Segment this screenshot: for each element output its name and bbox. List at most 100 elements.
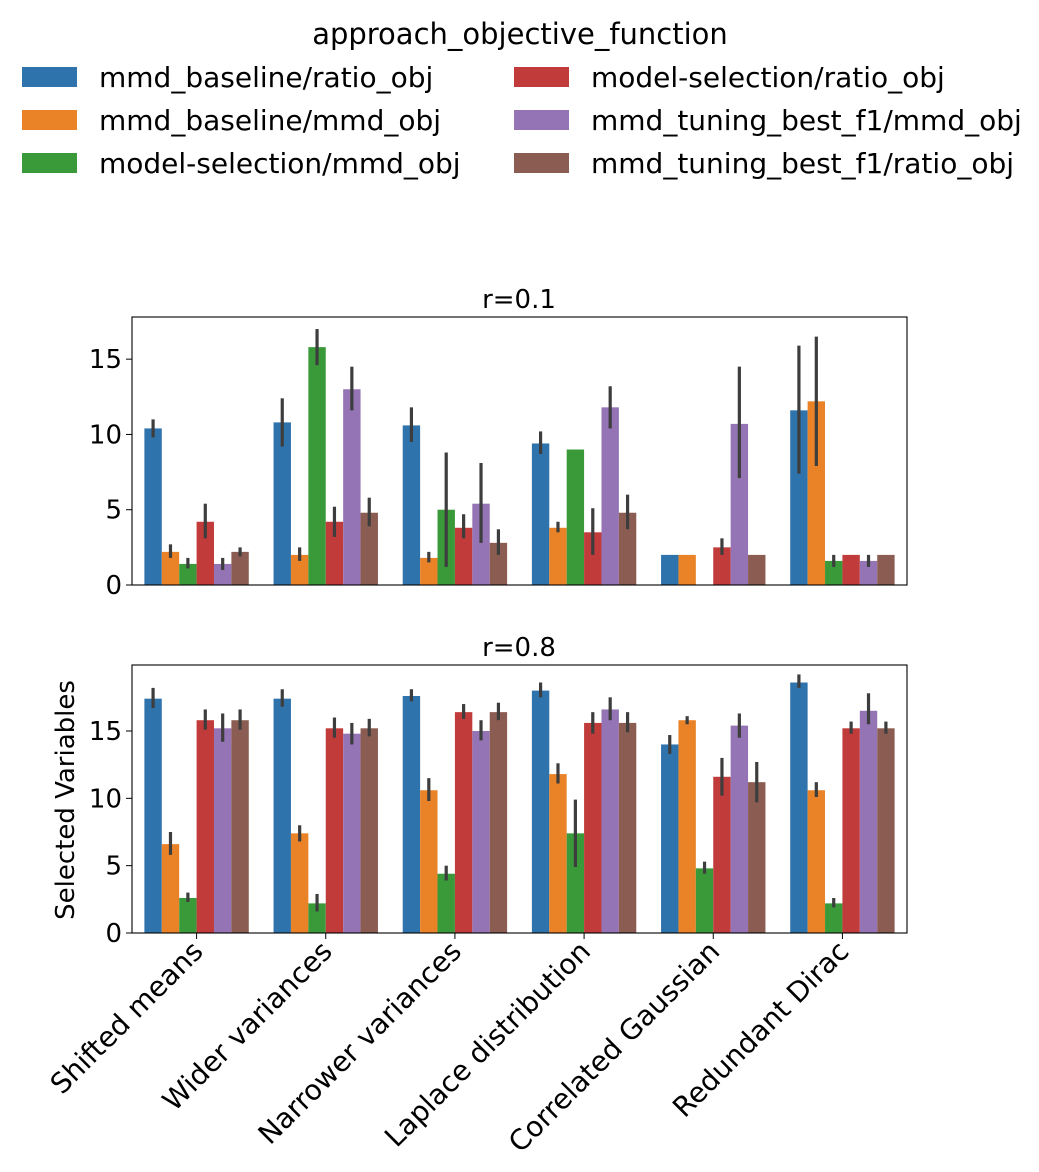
legend-swatch: [514, 153, 569, 173]
bar: [472, 730, 490, 933]
bar: [144, 428, 162, 585]
bar: [601, 709, 619, 933]
legend-entry: model-selection/mmd_obj: [22, 147, 461, 180]
bar: [489, 542, 508, 585]
legend-entry: mmd_tuning_best_f1/mmd_obj: [514, 104, 1022, 137]
bar: [213, 563, 232, 585]
bar: [325, 728, 344, 933]
bar: [179, 897, 197, 933]
panel-title: r=0.8: [482, 633, 556, 663]
legend-entry: model-selection/ratio_obj: [514, 61, 945, 94]
bar: [790, 682, 808, 933]
legend: approach_objective_function mmd_baseline…: [22, 17, 1022, 180]
plot-frame: [131, 664, 908, 934]
y-tick-label: 15: [89, 345, 122, 375]
bar: [601, 407, 619, 585]
legend-label: model-selection/ratio_obj: [591, 61, 945, 94]
y-tick-label: 0: [105, 919, 122, 949]
plot-frame: [131, 316, 908, 586]
bar: [584, 722, 602, 933]
bar: [584, 532, 602, 585]
bar: [472, 503, 490, 585]
bar: [661, 744, 679, 933]
bar: [308, 347, 326, 585]
bar: [273, 422, 291, 585]
legend-label: mmd_baseline/ratio_obj: [99, 61, 433, 94]
legend-label: mmd_tuning_best_f1/mmd_obj: [591, 104, 1022, 137]
legend-title: approach_objective_function: [312, 17, 728, 51]
bar: [713, 547, 731, 585]
bar: [360, 728, 378, 933]
bar: [566, 449, 585, 585]
bar: [196, 720, 214, 933]
bar: [231, 551, 249, 585]
bar: [807, 790, 826, 933]
bar: [196, 521, 214, 585]
bar: [420, 557, 438, 585]
bar: [454, 712, 473, 933]
bar: [402, 425, 421, 585]
bar: [730, 725, 749, 933]
bar: [231, 720, 249, 933]
bar: [360, 512, 378, 585]
y-tick-label: 15: [89, 717, 122, 747]
bar: [402, 695, 421, 933]
bar: [730, 423, 749, 585]
bar: [678, 720, 696, 933]
bar: [842, 728, 860, 933]
legend-entry: mmd_baseline/mmd_obj: [22, 104, 441, 137]
bar: [437, 873, 455, 933]
bar: [618, 512, 637, 585]
bar: [859, 710, 878, 933]
y-tick-label: 10: [89, 420, 122, 450]
legend-entry: mmd_tuning_best_f1/ratio_obj: [514, 147, 1014, 180]
bar: [695, 868, 714, 933]
legend-swatch: [514, 110, 569, 130]
bar: [825, 903, 843, 933]
bar: [343, 733, 361, 933]
bar: [454, 527, 473, 585]
bar: [790, 410, 808, 585]
y-tick-label: 5: [105, 852, 122, 882]
legend-label: mmd_baseline/mmd_obj: [99, 104, 441, 137]
bar: [877, 554, 895, 585]
legend-swatch: [22, 110, 77, 130]
bar: [748, 782, 766, 933]
bar: [661, 554, 679, 585]
bar: [807, 401, 826, 585]
panel-r01: r=0.1 0 5 10 15: [89, 285, 908, 601]
legend-swatch: [22, 153, 77, 173]
bar: [161, 844, 180, 933]
bar: [531, 443, 550, 585]
bar: [713, 776, 731, 933]
bar: [161, 551, 180, 585]
bar: [549, 527, 567, 585]
legend-label: mmd_tuning_best_f1/ratio_obj: [591, 147, 1014, 180]
bar: [842, 554, 860, 585]
bar: [179, 563, 197, 585]
legend-swatch: [514, 67, 569, 87]
x-tick-label: Correlated Gaussian: [502, 935, 726, 1159]
y-tick-label: 10: [89, 784, 122, 814]
y-axis-label: Selected Variables: [51, 680, 81, 920]
bar: [748, 554, 766, 585]
bar: [213, 728, 232, 933]
bar: [144, 698, 162, 933]
bar: [489, 712, 508, 933]
y-tick-label: 5: [105, 496, 122, 526]
legend-swatch: [22, 67, 77, 87]
y-tick-label: 0: [105, 571, 122, 601]
bar: [566, 833, 585, 933]
bar: [531, 690, 550, 933]
bar: [618, 722, 637, 933]
panel-r08: r=0.8 0 5 10 15: [89, 633, 908, 949]
bar: [549, 774, 567, 933]
bar: [825, 560, 843, 585]
bar: [308, 903, 326, 933]
bar: [290, 833, 309, 933]
bar: [420, 790, 438, 933]
legend-label: model-selection/mmd_obj: [99, 147, 461, 180]
panel-title: r=0.1: [482, 285, 556, 315]
